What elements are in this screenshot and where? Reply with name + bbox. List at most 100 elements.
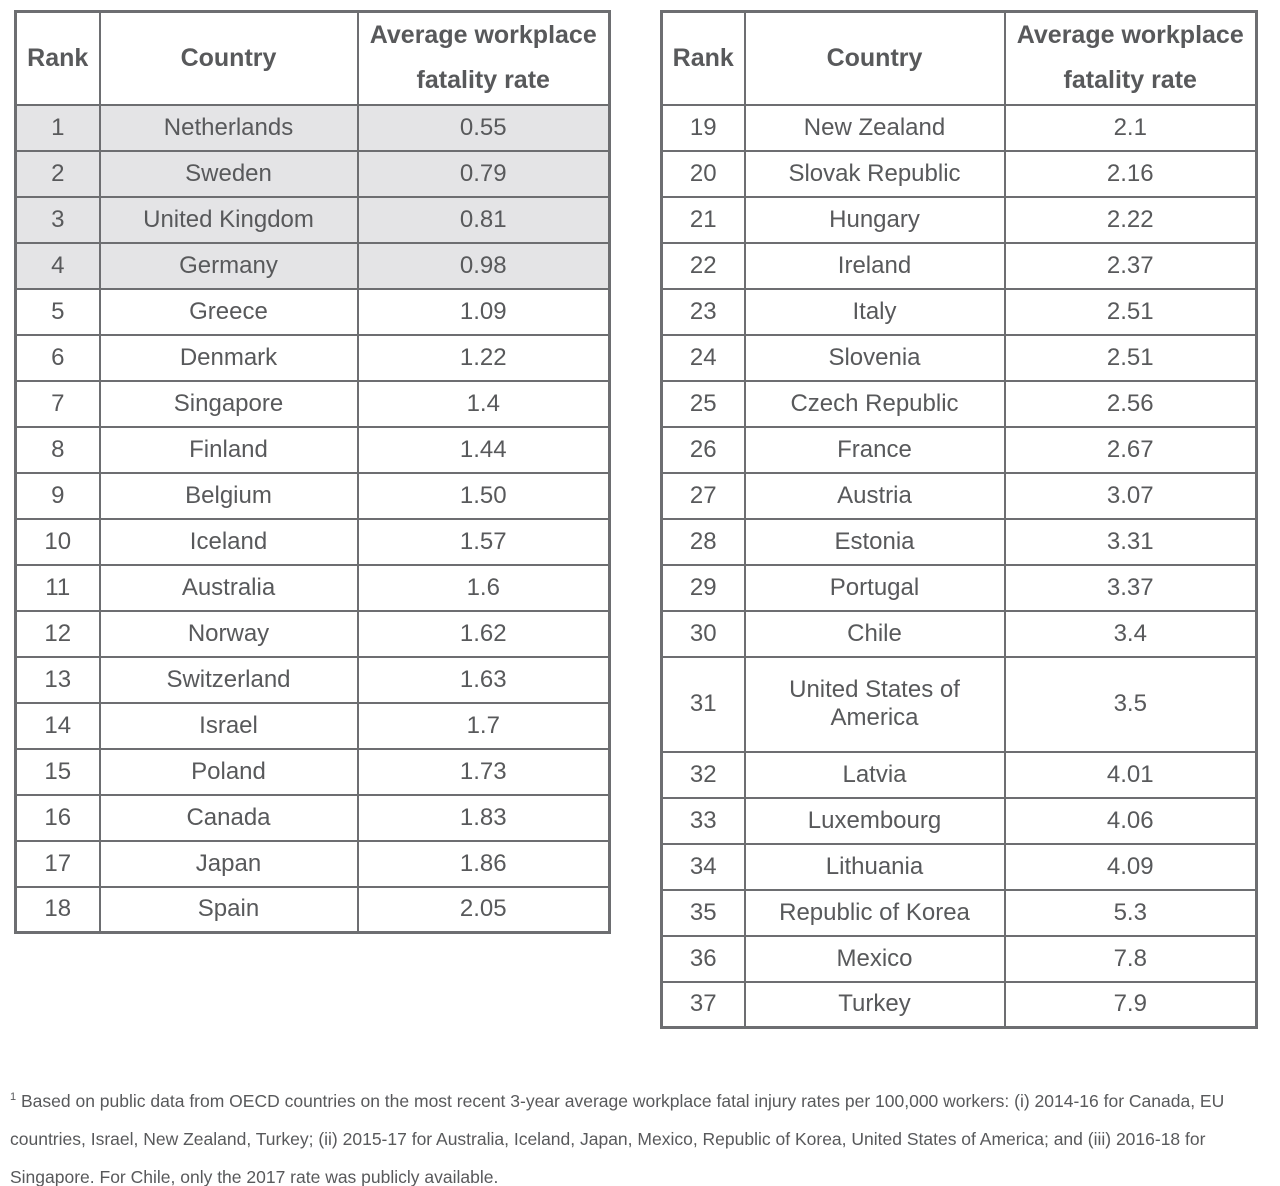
- country-cell: Luxembourg: [743, 796, 1006, 845]
- country-cell: Iceland: [98, 517, 359, 566]
- rate-cell: 4.09: [1003, 842, 1258, 891]
- country-cell: Ireland: [743, 241, 1006, 290]
- footnote-marker: 1: [10, 1091, 17, 1104]
- rank-cell: 28: [660, 517, 746, 566]
- rate-cell: 1.57: [356, 517, 611, 566]
- country-cell: Italy: [743, 287, 1006, 336]
- rate-cell: 2.37: [1003, 241, 1258, 290]
- country-cell: New Zealand: [743, 103, 1006, 152]
- country-cell: Israel: [98, 701, 359, 750]
- rank-cell: 23: [660, 287, 746, 336]
- country-cell: Germany: [98, 241, 359, 290]
- rate-cell: 3.4: [1003, 609, 1258, 658]
- rank-cell: 29: [660, 563, 746, 612]
- country-cell: Greece: [98, 287, 359, 336]
- rate-cell: 4.06: [1003, 796, 1258, 845]
- table-row: 27 Austria 3.07: [660, 471, 1258, 520]
- country-cell: Australia: [98, 563, 359, 612]
- country-cell: Austria: [743, 471, 1006, 520]
- rank-cell: 35: [660, 888, 746, 937]
- rank-cell: 31: [660, 655, 746, 753]
- table-row: 2 Sweden 0.79: [14, 149, 611, 198]
- rate-cell: 2.22: [1003, 195, 1258, 244]
- rate-cell: 1.22: [356, 333, 611, 382]
- rate-cell: 4.01: [1003, 750, 1258, 799]
- table-row: 14 Israel 1.7: [14, 701, 611, 750]
- rate-cell: 1.09: [356, 287, 611, 336]
- rank-cell: 18: [14, 885, 101, 934]
- country-cell: Switzerland: [98, 655, 359, 704]
- country-cell: Norway: [98, 609, 359, 658]
- rank-cell: 9: [14, 471, 101, 520]
- rank-cell: 34: [660, 842, 746, 891]
- rate-cell: 1.86: [356, 839, 611, 888]
- column-header-rate: Average workplace fatality rate: [356, 10, 611, 106]
- rank-cell: 25: [660, 379, 746, 428]
- table-row: 19 New Zealand 2.1: [660, 103, 1258, 152]
- table-row: 12 Norway 1.62: [14, 609, 611, 658]
- rate-cell: 2.51: [1003, 333, 1258, 382]
- country-cell: France: [743, 425, 1006, 474]
- country-cell: Denmark: [98, 333, 359, 382]
- table-row: 32 Latvia 4.01: [660, 750, 1258, 799]
- column-header-rank: Rank: [14, 10, 101, 106]
- country-cell: Hungary: [743, 195, 1006, 244]
- table-row: 22 Ireland 2.37: [660, 241, 1258, 290]
- header-row: Rank Country Average workplace fatality …: [660, 10, 1258, 106]
- table-row: 3 United Kingdom 0.81: [14, 195, 611, 244]
- rate-cell: 1.62: [356, 609, 611, 658]
- rate-cell: 3.5: [1003, 655, 1258, 753]
- rank-cell: 30: [660, 609, 746, 658]
- rank-cell: 8: [14, 425, 101, 474]
- table-row: 10 Iceland 1.57: [14, 517, 611, 566]
- rate-cell: 3.37: [1003, 563, 1258, 612]
- rank-cell: 26: [660, 425, 746, 474]
- rate-cell: 2.16: [1003, 149, 1258, 198]
- table-row: 1 Netherlands 0.55: [14, 103, 611, 152]
- country-cell: Latvia: [743, 750, 1006, 799]
- fatality-table-ranks-19-37: Rank Country Average workplace fatality …: [660, 10, 1258, 1029]
- column-header-country: Country: [98, 10, 359, 106]
- country-cell: Japan: [98, 839, 359, 888]
- rank-cell: 15: [14, 747, 101, 796]
- footnote-text: Based on public data from OECD countries…: [10, 1091, 1225, 1186]
- rate-cell: 7.8: [1003, 934, 1258, 983]
- country-cell: Slovak Republic: [743, 149, 1006, 198]
- table-row: 4 Germany 0.98: [14, 241, 611, 290]
- rate-cell: 0.81: [356, 195, 611, 244]
- country-cell: Finland: [98, 425, 359, 474]
- country-cell: Lithuania: [743, 842, 1006, 891]
- rate-cell: 1.83: [356, 793, 611, 842]
- rate-cell: 1.6: [356, 563, 611, 612]
- table-row: 11 Australia 1.6: [14, 563, 611, 612]
- country-cell: Netherlands: [98, 103, 359, 152]
- footnote: 1 Based on public data from OECD countri…: [10, 1082, 1272, 1186]
- table-row: 24 Slovenia 2.51: [660, 333, 1258, 382]
- rate-cell: 5.3: [1003, 888, 1258, 937]
- country-cell: Mexico: [743, 934, 1006, 983]
- rate-cell: 1.50: [356, 471, 611, 520]
- table-row: 23 Italy 2.51: [660, 287, 1258, 336]
- table-row: 33 Luxembourg 4.06: [660, 796, 1258, 845]
- rank-cell: 21: [660, 195, 746, 244]
- rank-cell: 4: [14, 241, 101, 290]
- rate-cell: 1.4: [356, 379, 611, 428]
- rank-cell: 1: [14, 103, 101, 152]
- rate-cell: 0.55: [356, 103, 611, 152]
- rate-cell: 3.31: [1003, 517, 1258, 566]
- rank-cell: 5: [14, 287, 101, 336]
- rate-cell: 2.56: [1003, 379, 1258, 428]
- country-cell: Chile: [743, 609, 1006, 658]
- table-row: 18 Spain 2.05: [14, 885, 611, 934]
- table-row: 35 Republic of Korea 5.3: [660, 888, 1258, 937]
- table-row: 26 France 2.67: [660, 425, 1258, 474]
- country-cell: Canada: [98, 793, 359, 842]
- rank-cell: 13: [14, 655, 101, 704]
- rank-cell: 2: [14, 149, 101, 198]
- country-cell: United Kingdom: [98, 195, 359, 244]
- table-row: 9 Belgium 1.50: [14, 471, 611, 520]
- table-row: 15 Poland 1.73: [14, 747, 611, 796]
- rate-cell: 2.67: [1003, 425, 1258, 474]
- rank-cell: 16: [14, 793, 101, 842]
- country-cell: Republic of Korea: [743, 888, 1006, 937]
